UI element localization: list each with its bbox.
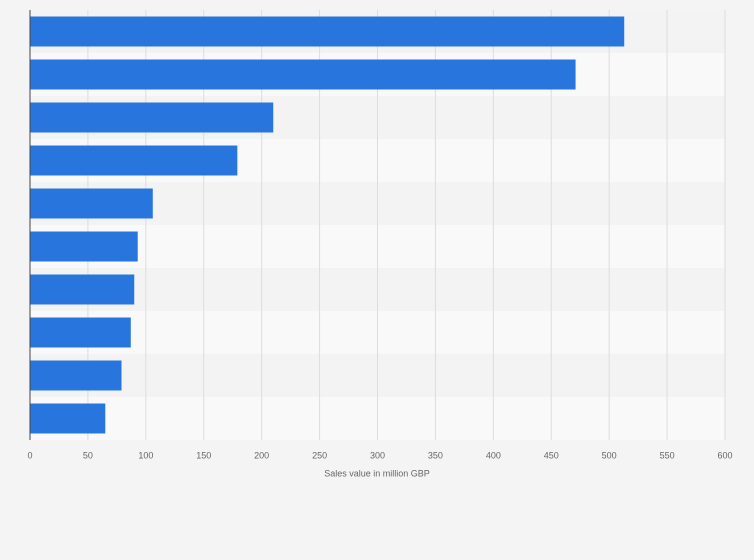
x-tick-label: 450 xyxy=(544,450,559,460)
bar xyxy=(30,188,153,219)
bar xyxy=(30,102,274,133)
bar xyxy=(30,403,106,434)
x-tick-label: 150 xyxy=(196,450,211,460)
x-tick-label: 250 xyxy=(312,450,327,460)
bar xyxy=(30,317,131,348)
x-tick-label: 600 xyxy=(717,450,732,460)
x-tick-label: 500 xyxy=(602,450,617,460)
bar xyxy=(30,59,576,90)
x-tick-label: 100 xyxy=(138,450,153,460)
bar xyxy=(30,360,122,391)
x-tick-label: 550 xyxy=(660,450,675,460)
x-axis-label: Sales value in million GBP xyxy=(324,468,430,478)
bar xyxy=(30,16,625,47)
bar xyxy=(30,145,238,176)
x-tick-label: 300 xyxy=(370,450,385,460)
bar xyxy=(30,274,135,305)
x-tick-label: 400 xyxy=(486,450,501,460)
x-tick-label: 0 xyxy=(27,450,32,460)
x-tick-label: 200 xyxy=(254,450,269,460)
x-tick-label: 50 xyxy=(83,450,93,460)
bar xyxy=(30,231,138,262)
x-tick-label: 350 xyxy=(428,450,443,460)
